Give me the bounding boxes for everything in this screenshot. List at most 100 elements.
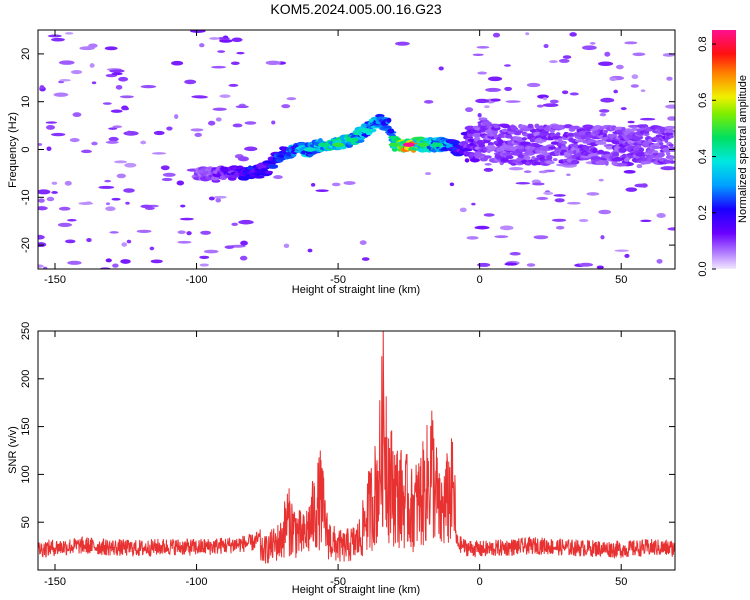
y-tick-label: 150: [20, 417, 32, 435]
spectrogram-cell: [395, 41, 410, 46]
spectrogram-cell: [523, 170, 532, 174]
spectrogram-cell: [283, 243, 290, 249]
spectrogram-cell: [115, 84, 123, 90]
spectrogram-cell: [151, 152, 167, 155]
spectrogram-cell: [669, 160, 675, 164]
spectrogram-cell: [505, 134, 513, 139]
spectrogram-cell: [86, 237, 92, 243]
spectrogram-cell: [641, 155, 646, 160]
spectrogram-cell: [179, 217, 194, 221]
spectrogram-cell: [500, 124, 511, 129]
spectrogram-cell: [232, 123, 243, 128]
spectrogram-cell: [561, 140, 568, 145]
spectrogram-cell: [91, 141, 98, 146]
spectrogram-cell: [632, 52, 646, 57]
spectrogram-cell: [119, 95, 134, 99]
colorbar-tick-label: 0.8: [697, 36, 709, 51]
spectrogram-cell: [639, 117, 656, 121]
spectrogram-cell: [557, 137, 563, 144]
spectrogram-cell: [464, 158, 470, 163]
spectrogram-cell: [199, 43, 205, 48]
spectrogram-cell: [621, 126, 626, 132]
x-tick-label: -100: [186, 576, 208, 588]
spectrogram-cell: [361, 257, 370, 261]
x-tick-label: 0: [477, 576, 483, 588]
spectrogram-cell: [665, 104, 675, 109]
spectrogram-cell: [537, 94, 549, 99]
spectrogram-cell: [199, 255, 210, 259]
spectrogram-cell: [659, 142, 664, 146]
spectrogram-cell: [109, 69, 125, 73]
x-tick-label: -150: [44, 274, 66, 286]
spectrogram-cell: [536, 104, 544, 108]
spectrogram-cell: [640, 89, 646, 92]
spectrogram-cell: [536, 196, 549, 201]
spectrogram-cell: [494, 235, 509, 239]
spectrogram-cell: [153, 130, 165, 136]
spectrogram-cell: [186, 231, 192, 236]
spectrogram-cell: [600, 235, 605, 240]
spectrogram-cell: [498, 139, 504, 145]
snr-ticks: -150 -100 -50 0 50 50 100 150 200 250: [20, 322, 675, 588]
spectrogram-cell: [574, 139, 586, 143]
colorbar-tick-label: 0.6: [697, 93, 709, 108]
spectrogram-cell: [203, 249, 219, 254]
spectrogram-cell: [51, 37, 65, 42]
spectrogram-cell: [483, 213, 495, 217]
spectrogram-cell: [231, 37, 243, 43]
chart-title: KOM5.2024.005.00.16.G23: [270, 1, 441, 17]
spectrogram-cell: [194, 132, 202, 138]
spectrogram-cell: [589, 41, 596, 45]
spectrogram-cell: [538, 170, 548, 174]
spectrogram-cell: [554, 198, 565, 203]
spectrogram-cell: [651, 145, 661, 150]
spectrogram-cell: [598, 209, 612, 215]
spectrogram-cell: [504, 64, 512, 67]
spectrogram-cell: [598, 178, 604, 182]
spectrogram-cell: [219, 94, 231, 98]
spectrogram-cell: [554, 124, 566, 130]
spectrogram-cell: [521, 137, 528, 141]
spectrogram-cell: [111, 72, 123, 76]
spectrogram-cell: [618, 147, 627, 153]
spectrogram-peak: [388, 142, 401, 147]
spectrogram-cell: [502, 152, 514, 157]
spectrogram-cell: [543, 43, 549, 49]
spectrogram-cell: [509, 252, 521, 256]
spectrogram-cell: [566, 201, 581, 205]
spectrogram-cell: [331, 182, 341, 187]
spectrogram-cell: [533, 235, 549, 240]
spectrogram-peak: [417, 142, 430, 147]
spectrogram-cell: [485, 87, 502, 92]
spectrogram-cell: [140, 84, 157, 89]
spectrogram-cell: [267, 164, 279, 169]
spectrogram-cell: [177, 240, 192, 244]
spectrogram-cell: [215, 117, 222, 122]
spectrogram-cell: [660, 166, 675, 171]
spectrogram-cell: [527, 123, 534, 129]
spectrogram-cell: [108, 127, 118, 130]
spectrogram-cell: [449, 141, 461, 145]
spectrogram-cell: [491, 129, 498, 135]
spectrogram-cell: [176, 180, 185, 186]
spectrogram-cell: [69, 138, 80, 143]
spectrogram-cell: [114, 160, 128, 164]
spectrogram-cell: [199, 263, 209, 267]
spectrogram-cell: [244, 146, 258, 152]
spectrogram-cell: [655, 155, 660, 159]
spectrogram-cell: [343, 181, 356, 185]
y-tick-label: 250: [20, 322, 32, 340]
spectrogram-cell: [484, 163, 492, 166]
spectrogram-cell: [483, 155, 492, 159]
spectrogram-cell: [484, 105, 490, 109]
spectrogram-cell: [53, 92, 69, 97]
spectrogram-peak: [402, 142, 415, 147]
spectrogram-cell: [560, 146, 570, 150]
spectrogram-cell: [190, 30, 206, 33]
spectrogram-cell: [307, 248, 313, 253]
spectrogram-cell: [463, 147, 473, 152]
spectrogram-cell: [614, 249, 629, 252]
spectrogram-cell: [271, 120, 276, 125]
colorbar-tick-label: 0.2: [697, 205, 709, 220]
